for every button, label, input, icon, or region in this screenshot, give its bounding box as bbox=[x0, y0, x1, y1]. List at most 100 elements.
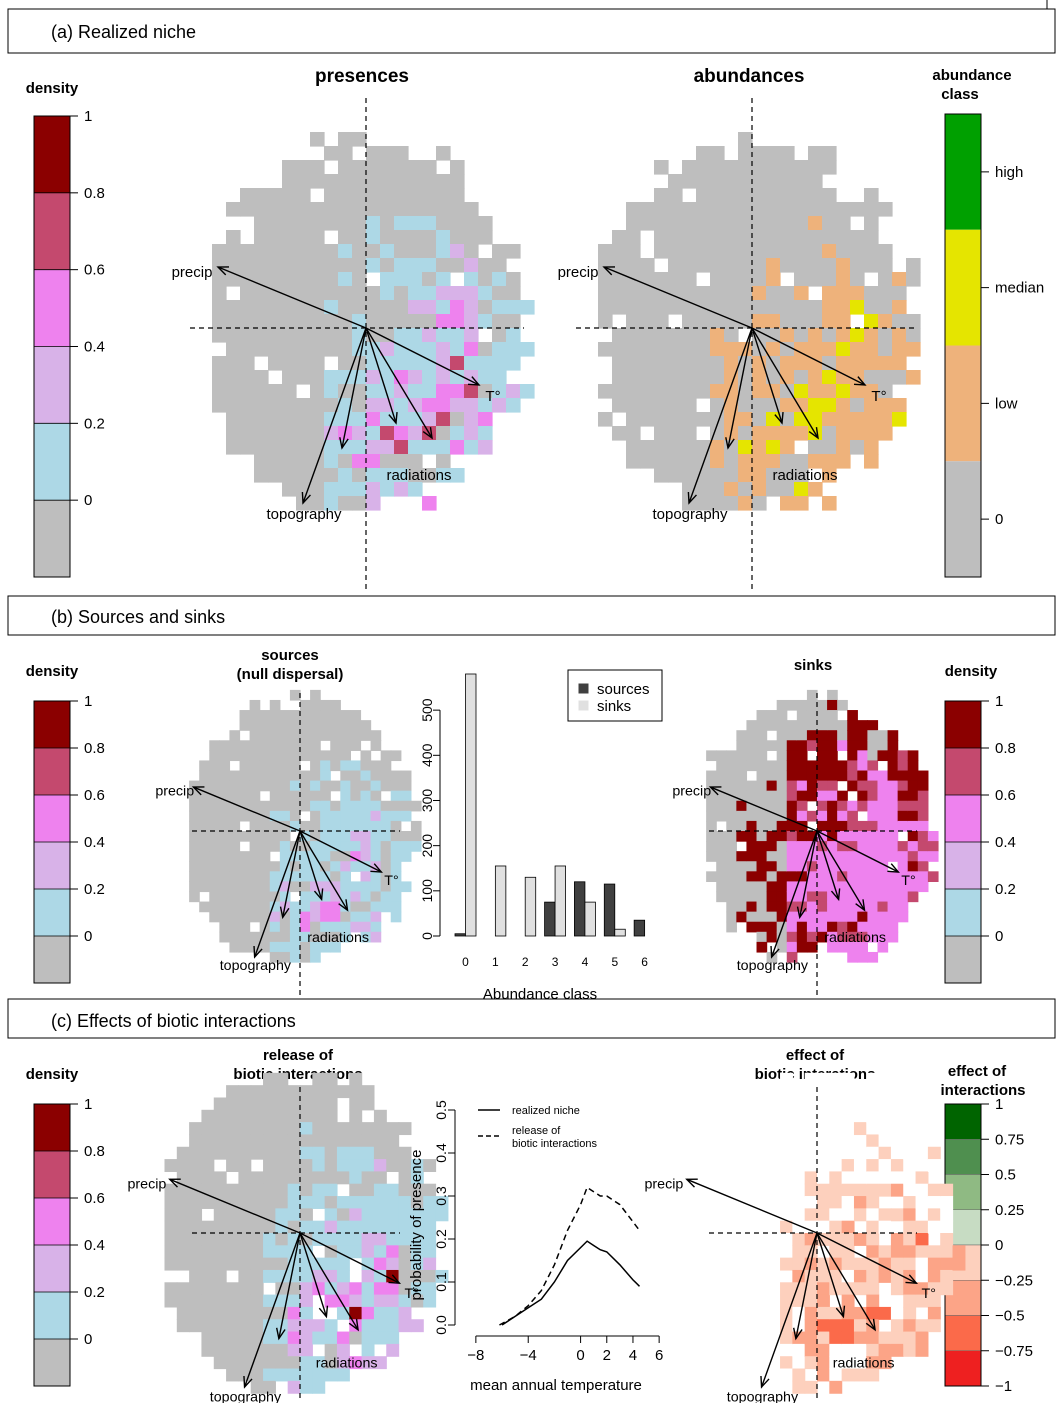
map-cell bbox=[752, 454, 767, 469]
legend-color-5 bbox=[945, 936, 981, 983]
map-cell bbox=[282, 412, 297, 427]
map-cell bbox=[654, 188, 669, 203]
map-cell bbox=[212, 398, 227, 413]
map-cell bbox=[890, 1122, 904, 1136]
map-cell bbox=[746, 861, 758, 872]
map-cell bbox=[817, 1134, 830, 1148]
map-cell bbox=[324, 468, 339, 483]
map-cell bbox=[766, 790, 778, 802]
map-cell bbox=[229, 881, 241, 893]
map-cell bbox=[892, 272, 907, 287]
map-cell bbox=[324, 244, 339, 259]
map-cell bbox=[338, 328, 353, 343]
map-cell bbox=[338, 482, 353, 497]
map-cell bbox=[324, 314, 339, 329]
map-cell bbox=[817, 891, 828, 903]
map-cell bbox=[780, 1294, 793, 1308]
map-cell bbox=[853, 1331, 867, 1345]
map-cell bbox=[289, 770, 301, 782]
map-cell bbox=[300, 720, 311, 731]
map-cell bbox=[804, 1146, 818, 1160]
arrow-precip-label: precip bbox=[672, 784, 711, 800]
map-cell bbox=[897, 841, 909, 852]
map-cell bbox=[398, 1294, 412, 1308]
map-cell bbox=[864, 300, 879, 315]
map-cell bbox=[890, 1109, 904, 1123]
map-cell bbox=[423, 1269, 437, 1283]
map-cell bbox=[822, 440, 837, 455]
map-cell bbox=[324, 440, 339, 455]
arrow-radiations-label: radiations bbox=[824, 930, 886, 946]
map-cell bbox=[410, 1257, 424, 1271]
map-cell bbox=[841, 1183, 855, 1197]
map-cell bbox=[366, 398, 381, 413]
map-cell bbox=[340, 851, 351, 862]
map-cell bbox=[654, 342, 669, 357]
map-cell bbox=[907, 770, 919, 782]
map-cell bbox=[336, 1356, 350, 1370]
line-y-tick-label: 0.0 bbox=[433, 1315, 449, 1335]
map-cell bbox=[829, 1319, 843, 1333]
map-cell bbox=[817, 1368, 830, 1382]
map-cell bbox=[310, 272, 325, 287]
map-cell bbox=[282, 454, 297, 469]
map-cell bbox=[380, 810, 392, 822]
map-cell bbox=[693, 1208, 707, 1222]
map-cell bbox=[841, 1171, 855, 1185]
map-cell bbox=[837, 740, 848, 751]
map-cell bbox=[199, 831, 210, 842]
map-cell bbox=[289, 780, 301, 792]
map-cell bbox=[696, 356, 711, 371]
map-cell bbox=[336, 1257, 350, 1271]
map-cell bbox=[492, 258, 507, 273]
map-cell bbox=[796, 881, 808, 893]
map-cell bbox=[794, 314, 809, 329]
map-cell bbox=[817, 1306, 830, 1320]
map-cell bbox=[408, 286, 423, 301]
map-cell bbox=[254, 440, 269, 455]
legend-tick-label: 0.8 bbox=[84, 185, 105, 202]
map-cell bbox=[915, 1245, 929, 1259]
map-cell bbox=[366, 174, 381, 189]
map-cell bbox=[436, 412, 451, 427]
map-cell bbox=[853, 1319, 867, 1333]
map-cell bbox=[320, 699, 331, 711]
map-cell bbox=[189, 1319, 203, 1333]
map-cell bbox=[696, 482, 711, 497]
arrow-topography-b bbox=[341, 327, 367, 449]
map-cell bbox=[386, 1294, 400, 1308]
map-cell bbox=[743, 1368, 756, 1382]
map-cell bbox=[796, 841, 808, 852]
arrow-temp-label: T° bbox=[871, 388, 886, 405]
map-cell bbox=[847, 750, 858, 762]
map-cell bbox=[250, 1368, 264, 1382]
map-cell bbox=[312, 1380, 326, 1394]
map-cell bbox=[822, 160, 837, 175]
map-cell bbox=[263, 1122, 276, 1136]
map-cell bbox=[209, 780, 220, 792]
map-cell bbox=[361, 1196, 375, 1209]
map-cell bbox=[794, 426, 809, 441]
map-cell bbox=[259, 770, 271, 782]
map-cell bbox=[320, 831, 331, 842]
map-cell bbox=[450, 440, 465, 455]
map-cell bbox=[780, 1208, 793, 1222]
map-cell bbox=[296, 356, 311, 371]
map-cell bbox=[682, 258, 697, 273]
map-cell bbox=[340, 740, 351, 751]
map-cell bbox=[324, 1220, 338, 1234]
arrow-precip-label: precip bbox=[172, 264, 213, 281]
map-cell bbox=[837, 861, 848, 872]
map-cell bbox=[296, 272, 311, 287]
map-cell bbox=[226, 1097, 239, 1111]
map-cell bbox=[282, 314, 297, 329]
map-cell bbox=[804, 1319, 818, 1333]
map-cell bbox=[736, 901, 748, 913]
map-cell bbox=[906, 258, 921, 273]
map-cell bbox=[746, 760, 758, 772]
map-cell bbox=[730, 1220, 744, 1234]
bar-legend-label: sinks bbox=[597, 698, 631, 715]
map-cell bbox=[269, 951, 281, 963]
map-cell bbox=[312, 1331, 326, 1345]
map-cell bbox=[829, 1269, 843, 1283]
